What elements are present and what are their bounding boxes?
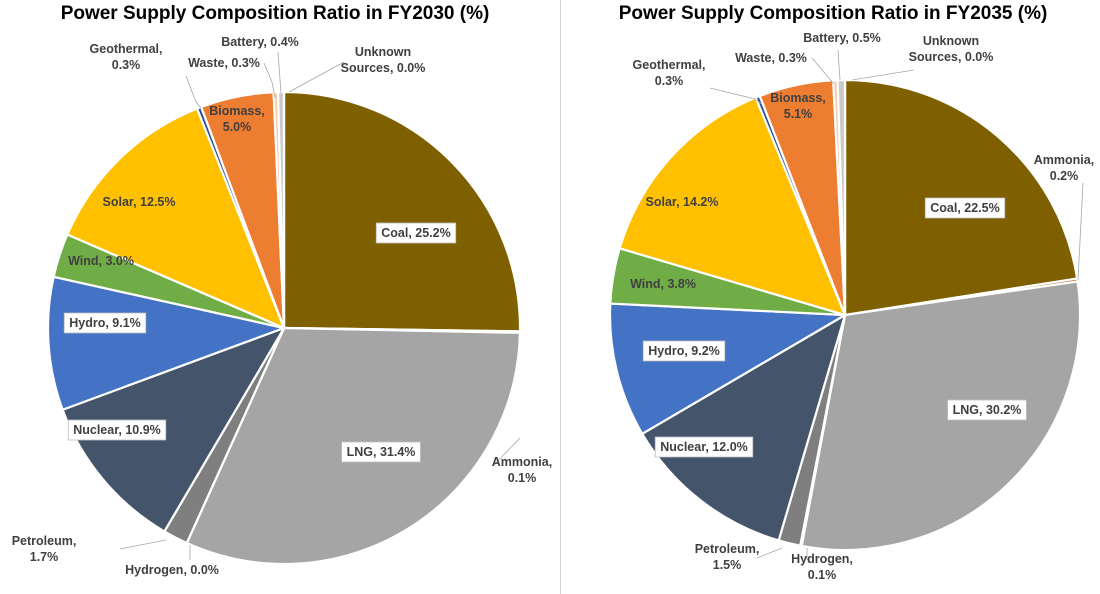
- data-label-battery: Battery, 0.4%: [221, 35, 299, 49]
- leader-line-unknown-sources: [851, 69, 915, 81]
- pie-slice-coal: [282, 90, 522, 333]
- data-label-text-wind: Wind, 3.8%: [630, 277, 696, 291]
- data-label-geothermal: Geothermal, 0.3%: [90, 42, 163, 72]
- leader-line-waste: [811, 57, 835, 85]
- data-label-hydrogen: Hydrogen, 0.1%: [791, 552, 853, 582]
- data-label-solar: Solar, 12.5%: [103, 195, 176, 209]
- pie-slice-lng: [800, 280, 1082, 552]
- data-label-text-biomass: Biomass, 5.0%: [209, 104, 265, 134]
- data-label-box-coal: [924, 197, 1006, 219]
- data-label-text-biomass: Biomass, 5.1%: [770, 91, 826, 121]
- data-label-waste: Waste, 0.3%: [735, 51, 807, 65]
- chart-title: Power Supply Composition Ratio in FY2030…: [61, 3, 490, 24]
- data-label-waste: Waste, 0.3%: [188, 56, 260, 70]
- pie-chart-fy2035: Power Supply Composition Ratio in FY2035…: [608, 3, 1094, 582]
- leader-line-battery: [837, 49, 841, 81]
- chart-divider: [560, 0, 561, 594]
- data-label-text-hydro: Hydro, 9.1%: [69, 316, 141, 330]
- leader-line-petroleum: [756, 547, 783, 559]
- data-label-solar: Solar, 14.2%: [646, 195, 719, 209]
- data-label-hydro: Hydro, 9.2%: [642, 340, 726, 362]
- pie-slice-nuclear: [641, 313, 847, 542]
- data-label-hydro: Hydro, 9.1%: [63, 312, 147, 334]
- data-label-text-wind: Wind, 3.0%: [68, 254, 134, 268]
- data-label-box-hydro: [642, 340, 726, 362]
- data-label-text-lng: LNG, 31.4%: [347, 445, 416, 459]
- data-label-text-geothermal: Geothermal, 0.3%: [90, 42, 163, 72]
- data-label-hydrogen: Hydrogen, 0.0%: [125, 563, 219, 577]
- data-label-box-lng: [341, 441, 421, 463]
- pie-slices: [608, 78, 1082, 552]
- data-label-text-unknown-sources: Unknown Sources, 0.0%: [341, 45, 426, 75]
- data-label-lng: LNG, 30.2%: [947, 399, 1027, 421]
- data-label-battery: Battery, 0.5%: [803, 31, 881, 45]
- leader-line-unknown-sources: [288, 61, 345, 93]
- leader-line-waste: [263, 62, 276, 99]
- data-label-ammonia: Ammonia, 0.1%: [492, 455, 552, 485]
- pie-slice-nuclear: [61, 326, 286, 533]
- data-label-text-unknown-sources: Unknown Sources, 0.0%: [909, 34, 994, 64]
- pie-slice-hydro: [608, 302, 847, 435]
- leader-line-ammonia: [1077, 182, 1084, 281]
- data-label-text-ammonia: Ammonia, 0.2%: [1034, 153, 1094, 183]
- leader-line-petroleum: [119, 539, 167, 550]
- data-label-text-hydrogen: Hydrogen, 0.1%: [791, 552, 853, 582]
- data-label-unknown-sources: Unknown Sources, 0.0%: [341, 45, 426, 75]
- leader-line-ammonia: [492, 437, 521, 467]
- data-label-text-waste: Waste, 0.3%: [735, 51, 807, 65]
- leader-line-geothermal: [709, 87, 762, 105]
- data-label-text-hydro: Hydro, 9.2%: [648, 344, 720, 358]
- data-label-box-hydro: [63, 312, 147, 334]
- data-label-text-solar: Solar, 12.5%: [103, 195, 176, 209]
- leader-line-battery: [277, 51, 282, 94]
- data-label-geothermal: Geothermal, 0.3%: [633, 58, 706, 88]
- data-label-text-lng: LNG, 30.2%: [953, 403, 1022, 417]
- pie-slice-solar: [618, 96, 847, 317]
- data-label-text-hydrogen: Hydrogen, 0.0%: [125, 563, 219, 577]
- leader-line-geothermal: [185, 75, 202, 109]
- data-label-text-battery: Battery, 0.4%: [221, 35, 299, 49]
- pie-slice-solar: [66, 107, 286, 330]
- data-label-nuclear: Nuclear, 12.0%: [654, 436, 754, 458]
- data-label-wind: Wind, 3.0%: [68, 254, 134, 268]
- data-label-text-coal: Coal, 22.5%: [930, 201, 999, 215]
- data-labels: Coal, 25.2% Ammonia, 0.1% LNG, 31.4% Hydroge…: [12, 35, 553, 577]
- data-label-unknown-sources: Unknown Sources, 0.0%: [909, 34, 994, 64]
- data-label-text-nuclear: Nuclear, 12.0%: [660, 440, 748, 454]
- data-label-lng: LNG, 31.4%: [341, 441, 421, 463]
- data-label-petroleum: Petroleum, 1.7%: [12, 534, 77, 564]
- data-label-text-geothermal: Geothermal, 0.3%: [633, 58, 706, 88]
- pie-slice-hydro: [46, 275, 286, 411]
- data-label-text-petroleum: Petroleum, 1.5%: [695, 542, 760, 572]
- pie-slice-coal: [843, 78, 1079, 317]
- chart-title: Power Supply Composition Ratio in FY2035…: [619, 3, 1048, 24]
- data-label-box-lng: [947, 399, 1027, 421]
- data-label-petroleum: Petroleum, 1.5%: [695, 542, 760, 572]
- data-label-coal: Coal, 25.2%: [375, 222, 457, 244]
- data-label-biomass: Biomass, 5.1%: [770, 91, 826, 121]
- data-label-box-nuclear: [654, 436, 754, 458]
- data-label-text-solar: Solar, 14.2%: [646, 195, 719, 209]
- data-label-text-ammonia: Ammonia, 0.1%: [492, 455, 552, 485]
- data-label-ammonia: Ammonia, 0.2%: [1034, 153, 1094, 183]
- data-labels: Coal, 22.5% Ammonia, 0.2% LNG, 30.2% Hydroge…: [630, 31, 1094, 582]
- data-label-biomass: Biomass, 5.0%: [209, 104, 265, 134]
- data-label-text-coal: Coal, 25.2%: [381, 226, 450, 240]
- data-label-coal: Coal, 22.5%: [924, 197, 1006, 219]
- data-label-text-nuclear: Nuclear, 10.9%: [73, 423, 161, 437]
- data-label-wind: Wind, 3.8%: [630, 277, 696, 291]
- data-label-text-battery: Battery, 0.5%: [803, 31, 881, 45]
- data-label-box-nuclear: [67, 419, 167, 441]
- pie-chart-fy2030: Power Supply Composition Ratio in FY2030…: [12, 3, 553, 577]
- data-label-nuclear: Nuclear, 10.9%: [67, 419, 167, 441]
- data-label-box-coal: [375, 222, 457, 244]
- data-label-text-petroleum: Petroleum, 1.7%: [12, 534, 77, 564]
- data-label-text-waste: Waste, 0.3%: [188, 56, 260, 70]
